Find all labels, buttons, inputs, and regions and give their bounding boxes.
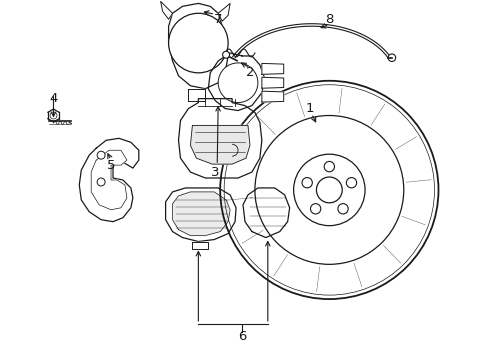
- Text: 5: 5: [106, 159, 115, 172]
- Circle shape: [97, 178, 105, 186]
- Polygon shape: [262, 91, 283, 102]
- Polygon shape: [262, 77, 283, 88]
- Circle shape: [168, 13, 228, 73]
- Polygon shape: [208, 53, 264, 111]
- Polygon shape: [165, 188, 236, 242]
- Text: 3: 3: [210, 166, 219, 179]
- Polygon shape: [188, 89, 205, 100]
- Polygon shape: [178, 99, 262, 178]
- Text: 8: 8: [325, 13, 333, 26]
- Text: 4: 4: [49, 92, 58, 105]
- Text: 1: 1: [305, 102, 313, 115]
- Text: 7: 7: [214, 13, 222, 26]
- Text: 6: 6: [237, 330, 245, 343]
- Polygon shape: [218, 3, 230, 21]
- Circle shape: [387, 54, 395, 62]
- Polygon shape: [262, 63, 283, 74]
- Polygon shape: [79, 138, 139, 222]
- Polygon shape: [168, 3, 228, 89]
- Circle shape: [218, 63, 257, 103]
- Polygon shape: [172, 192, 230, 235]
- Polygon shape: [190, 125, 249, 164]
- Polygon shape: [91, 150, 127, 210]
- Polygon shape: [161, 1, 172, 19]
- Circle shape: [222, 51, 229, 58]
- Circle shape: [220, 81, 438, 299]
- Polygon shape: [192, 242, 208, 249]
- Circle shape: [97, 151, 105, 159]
- Polygon shape: [243, 188, 289, 238]
- Text: 2: 2: [245, 66, 254, 79]
